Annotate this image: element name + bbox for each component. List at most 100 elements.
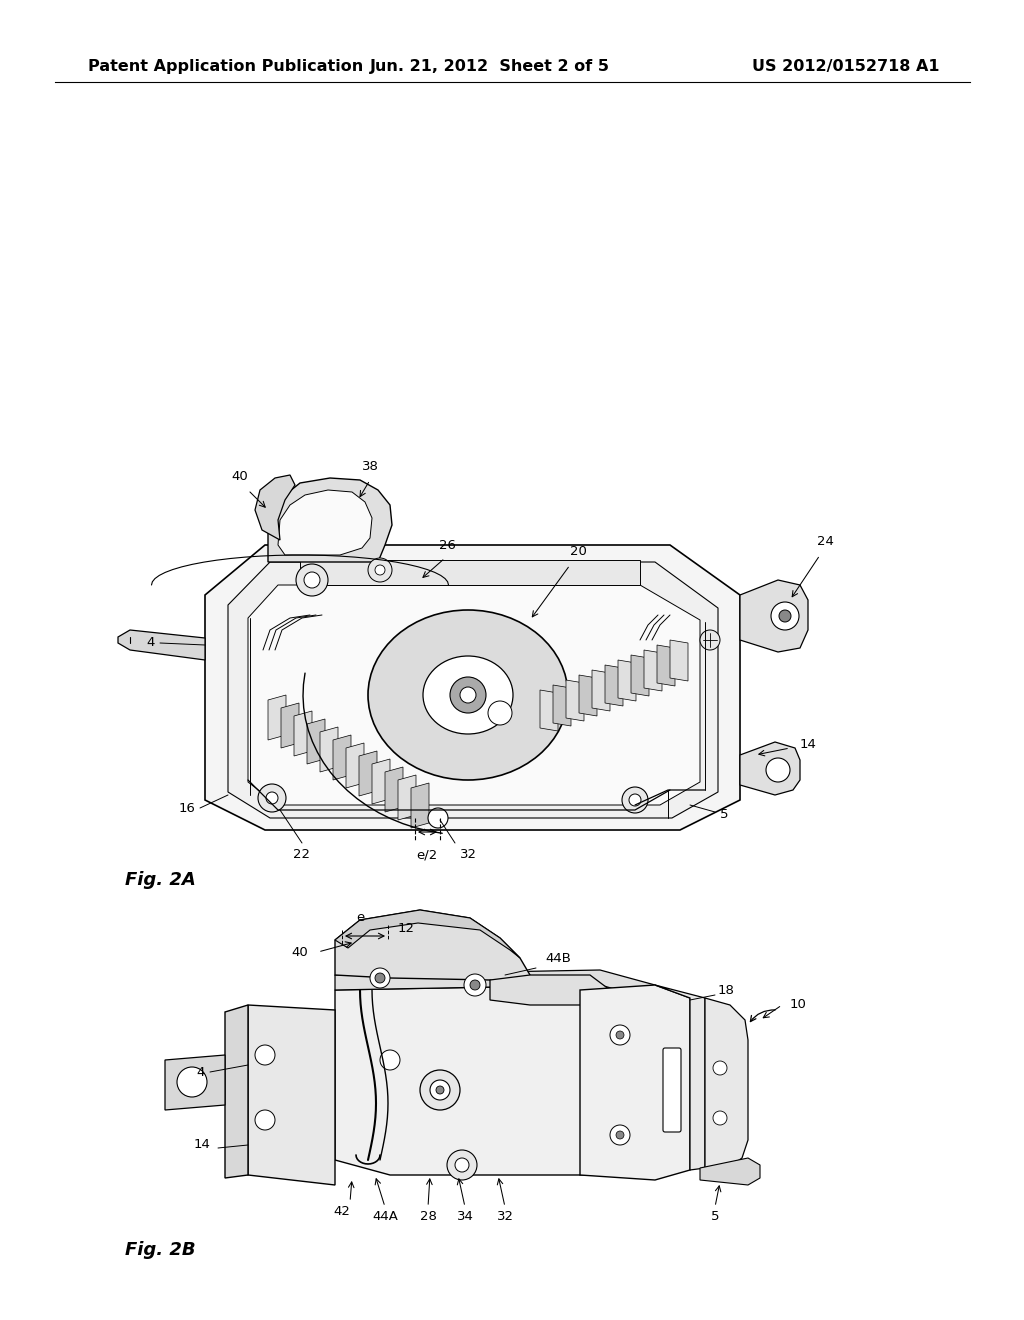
Polygon shape (655, 985, 705, 1170)
Polygon shape (540, 690, 558, 731)
Text: 5: 5 (720, 808, 728, 821)
Circle shape (779, 610, 791, 622)
Polygon shape (657, 645, 675, 686)
Polygon shape (618, 660, 636, 701)
Text: US 2012/0152718 A1: US 2012/0152718 A1 (753, 59, 940, 74)
Text: 22: 22 (294, 847, 310, 861)
Text: e/2: e/2 (417, 847, 437, 861)
Circle shape (622, 787, 648, 813)
Circle shape (266, 792, 278, 804)
Circle shape (713, 1061, 727, 1074)
Circle shape (177, 1067, 207, 1097)
Polygon shape (372, 759, 390, 804)
Circle shape (447, 1150, 477, 1180)
Circle shape (428, 808, 449, 828)
Text: 34: 34 (457, 1210, 473, 1224)
Polygon shape (118, 630, 205, 660)
Circle shape (368, 558, 392, 582)
Text: 4: 4 (197, 1065, 205, 1078)
Polygon shape (411, 783, 429, 828)
Polygon shape (740, 742, 800, 795)
Polygon shape (300, 560, 640, 585)
Polygon shape (281, 704, 299, 748)
Text: 40: 40 (291, 945, 308, 958)
Circle shape (304, 572, 319, 587)
Text: 32: 32 (460, 847, 477, 861)
Polygon shape (592, 671, 610, 711)
Circle shape (464, 974, 486, 997)
Text: e: e (356, 911, 365, 924)
Polygon shape (205, 545, 740, 830)
Polygon shape (165, 1055, 225, 1110)
Polygon shape (248, 585, 700, 805)
Text: 44B: 44B (545, 952, 570, 965)
Polygon shape (705, 998, 748, 1168)
Polygon shape (631, 655, 649, 696)
Circle shape (255, 1110, 275, 1130)
Polygon shape (346, 743, 364, 788)
Circle shape (436, 1086, 444, 1094)
Circle shape (460, 686, 476, 704)
Polygon shape (579, 675, 597, 715)
Circle shape (375, 565, 385, 576)
Polygon shape (385, 767, 403, 812)
Circle shape (370, 968, 390, 987)
Circle shape (610, 1026, 630, 1045)
Polygon shape (740, 579, 808, 652)
Text: 10: 10 (790, 998, 807, 1011)
Circle shape (380, 1049, 400, 1071)
Text: 20: 20 (569, 545, 587, 558)
Polygon shape (644, 649, 662, 690)
Polygon shape (307, 719, 325, 764)
Circle shape (488, 701, 512, 725)
Circle shape (258, 784, 286, 812)
Text: 18: 18 (718, 983, 735, 997)
Ellipse shape (368, 610, 568, 780)
Polygon shape (333, 735, 351, 780)
Circle shape (420, 1071, 460, 1110)
Text: Fig. 2A: Fig. 2A (125, 871, 196, 888)
Polygon shape (580, 985, 690, 1180)
Circle shape (629, 795, 641, 807)
Circle shape (700, 630, 720, 649)
Polygon shape (294, 711, 312, 756)
Text: 5: 5 (711, 1210, 719, 1224)
Polygon shape (319, 727, 338, 772)
FancyBboxPatch shape (663, 1048, 681, 1133)
Polygon shape (335, 970, 655, 1001)
Text: Patent Application Publication: Patent Application Publication (88, 59, 364, 74)
Text: 4: 4 (146, 636, 155, 649)
Text: 44A: 44A (372, 1210, 398, 1224)
Text: 26: 26 (438, 539, 456, 552)
Polygon shape (553, 685, 571, 726)
Circle shape (470, 979, 480, 990)
Circle shape (771, 602, 799, 630)
Text: 32: 32 (497, 1210, 513, 1224)
Polygon shape (268, 696, 286, 741)
Text: 42: 42 (334, 1205, 350, 1218)
Polygon shape (700, 1158, 760, 1185)
Polygon shape (670, 640, 688, 681)
Polygon shape (335, 909, 530, 987)
Circle shape (766, 758, 790, 781)
Polygon shape (268, 478, 392, 562)
Ellipse shape (423, 656, 513, 734)
Text: 16: 16 (178, 801, 195, 814)
Polygon shape (278, 490, 372, 554)
Circle shape (610, 1125, 630, 1144)
Polygon shape (335, 985, 655, 1175)
Text: Fig. 2B: Fig. 2B (125, 1241, 196, 1259)
Polygon shape (490, 975, 610, 1005)
Polygon shape (228, 562, 718, 818)
Circle shape (430, 1080, 450, 1100)
Circle shape (296, 564, 328, 597)
Text: Jun. 21, 2012  Sheet 2 of 5: Jun. 21, 2012 Sheet 2 of 5 (370, 59, 610, 74)
Circle shape (255, 1045, 275, 1065)
Text: 12: 12 (398, 921, 415, 935)
Text: 24: 24 (816, 535, 834, 548)
Circle shape (616, 1031, 624, 1039)
Polygon shape (248, 1005, 335, 1185)
Polygon shape (398, 775, 416, 820)
Polygon shape (335, 909, 520, 958)
Text: 14: 14 (194, 1138, 210, 1151)
